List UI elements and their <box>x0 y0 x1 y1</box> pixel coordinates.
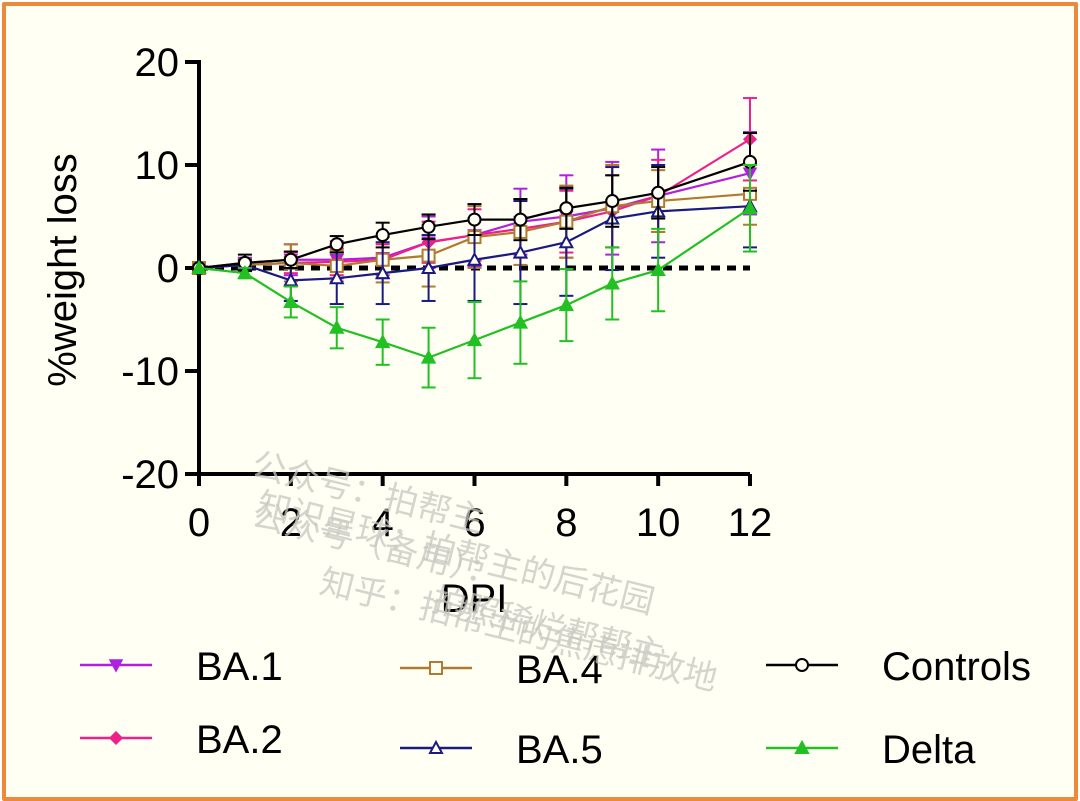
legend-marker <box>108 659 124 673</box>
data-point <box>512 314 529 329</box>
legend-label: Delta <box>882 728 976 772</box>
data-point <box>513 212 528 227</box>
y-tick-label: -20 <box>121 453 179 497</box>
legend-label: BA.2 <box>196 718 283 762</box>
legend-item-delta: Delta <box>766 728 976 772</box>
x-tick-label: 6 <box>463 501 485 545</box>
legend-label: Controls <box>882 645 1031 689</box>
legend-marker <box>428 739 444 754</box>
data-point <box>605 194 620 209</box>
x-tick-label: 2 <box>280 501 302 545</box>
series-delta <box>191 164 758 389</box>
x-tick-label: 8 <box>555 501 577 545</box>
data-point <box>512 244 529 259</box>
y-tick-label: 0 <box>157 247 179 291</box>
data-point <box>374 334 391 349</box>
series-line <box>198 192 751 270</box>
x-tick-label: 12 <box>728 501 773 545</box>
y-tick-label: -10 <box>121 350 179 394</box>
data-point <box>604 275 620 290</box>
legend-item-controls: Controls <box>766 645 1031 689</box>
legend-item-ba-4: BA.4 <box>400 648 603 692</box>
legend-marker <box>794 739 810 754</box>
y-tick-label: 20 <box>135 41 180 85</box>
data-point <box>329 237 344 252</box>
data-point <box>420 349 437 364</box>
x-tick-label: 10 <box>636 501 681 545</box>
data-point <box>283 272 299 287</box>
y-axis-title: %weight loss <box>41 153 85 386</box>
x-tick-label: 0 <box>188 501 210 545</box>
data-point <box>466 332 483 347</box>
legend-marker <box>108 730 124 746</box>
series-controls <box>192 132 757 275</box>
data-point <box>421 219 436 234</box>
series-layer <box>191 97 758 389</box>
data-point <box>650 261 666 277</box>
legend-label: BA.5 <box>516 728 603 772</box>
x-axis-title: DPI <box>441 577 508 621</box>
x-tick-label: 4 <box>372 501 394 545</box>
data-point <box>467 212 482 227</box>
legend-item-ba-2: BA.2 <box>80 718 283 762</box>
data-point <box>375 228 390 243</box>
data-point <box>374 265 391 280</box>
data-point <box>559 201 574 216</box>
watermark: 公众号：拍帮主 公众号（备用）： 知识星球：拍帮主的后花园 知乎：拍帮主的焦虑排… <box>248 445 722 700</box>
data-point <box>742 200 758 215</box>
data-point <box>329 319 345 334</box>
legend-item-ba-5: BA.5 <box>400 728 603 772</box>
legend-item-ba-1: BA.1 <box>80 645 283 689</box>
data-point <box>283 293 299 308</box>
series-line <box>198 160 751 270</box>
legend-marker <box>429 661 443 675</box>
data-point <box>466 251 483 266</box>
data-point <box>283 252 298 267</box>
data-point <box>191 259 207 274</box>
series-line <box>198 205 751 282</box>
legend-label: BA.1 <box>196 645 283 689</box>
data-point <box>558 234 575 249</box>
data-point <box>651 185 666 200</box>
data-point <box>420 259 437 274</box>
y-tick-label: 10 <box>135 144 180 188</box>
series-line <box>198 207 751 359</box>
legend-marker <box>795 658 809 672</box>
legend-label: BA.4 <box>516 648 603 692</box>
data-point <box>558 296 575 312</box>
legend: BA.1 BA.2 BA.4 BA.5 Controls Delta <box>80 645 1031 772</box>
data-point <box>329 270 345 285</box>
data-point <box>237 265 253 280</box>
